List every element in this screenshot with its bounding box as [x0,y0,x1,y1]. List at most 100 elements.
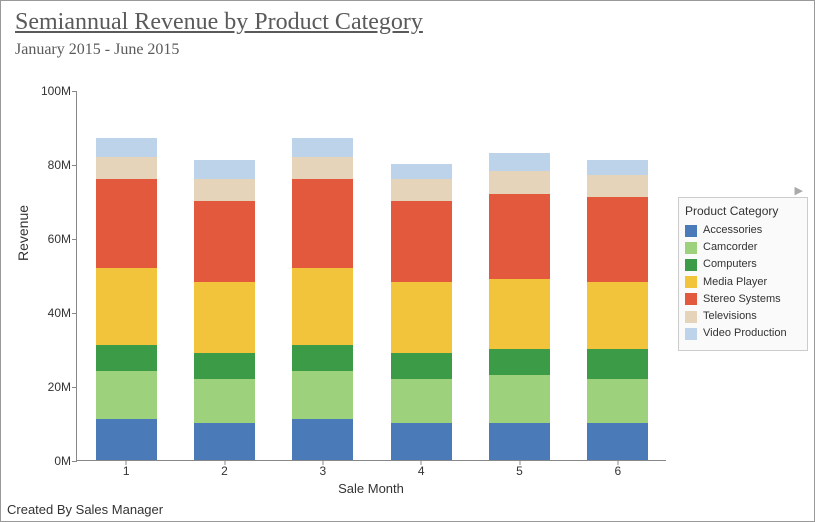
legend-label: Accessories [703,224,762,237]
bar-segment [489,349,550,375]
legend-label: Camcorder [703,241,757,254]
bar-segment [489,375,550,423]
bars-container [77,91,666,460]
y-tick-mark [72,313,77,314]
legend-item[interactable]: Accessories [685,222,801,239]
bar-segment [194,379,255,423]
chart-footer: Created By Sales Manager [7,502,163,517]
bar-segment [194,353,255,379]
bar-segment [587,423,648,460]
bar-segment [391,353,452,379]
bar-segment [587,379,648,423]
legend-swatch [685,293,697,305]
bar-group [489,153,550,460]
x-tick-mark [126,460,127,465]
legend: ▶ Product Category AccessoriesCamcorderC… [678,197,808,351]
plot-area: 0M20M40M60M80M100M123456 [76,91,666,461]
legend-swatch [685,259,697,271]
chart-frame: Semiannual Revenue by Product Category J… [0,0,815,522]
bar-segment [292,371,353,419]
bar-segment [194,201,255,282]
legend-items: Accessories Camcorder Computers Media Playe… [685,222,801,342]
bar-segment [587,160,648,175]
y-tick-label: 60M [48,232,71,246]
x-tick-label: 5 [516,464,523,478]
y-tick-label: 40M [48,306,71,320]
legend-swatch [685,242,697,254]
y-tick-mark [72,91,77,92]
y-tick-label: 100M [41,84,71,98]
y-axis-label: Revenue [15,205,31,261]
legend-item[interactable]: Camcorder [685,239,801,256]
legend-swatch [685,328,697,340]
x-tick-label: 6 [614,464,621,478]
bar-segment [96,157,157,179]
legend-label: Stereo Systems [703,293,781,306]
bar-group [587,160,648,460]
bar-group [391,164,452,460]
bar-segment [96,138,157,157]
bar-segment [292,179,353,268]
bar-segment [96,419,157,460]
y-tick-mark [72,387,77,388]
bar-segment [489,194,550,279]
y-tick-label: 20M [48,380,71,394]
bar-segment [292,268,353,346]
bar-segment [489,423,550,460]
x-tick-label: 2 [221,464,228,478]
legend-item[interactable]: Stereo Systems [685,291,801,308]
bar-segment [194,179,255,201]
y-tick-mark [72,239,77,240]
y-tick-label: 80M [48,158,71,172]
bar-segment [292,157,353,179]
legend-swatch [685,311,697,323]
legend-item[interactable]: Video Production [685,325,801,342]
bar-segment [391,379,452,423]
bar-segment [489,153,550,172]
chart-subtitle: January 2015 - June 2015 [15,41,179,59]
bar-segment [194,423,255,460]
x-tick-label: 3 [319,464,326,478]
bar-segment [96,371,157,419]
legend-label: Media Player [703,276,767,289]
bar-segment [391,423,452,460]
bar-segment [96,179,157,268]
bar-segment [194,160,255,179]
bar-segment [391,164,452,179]
bar-segment [292,419,353,460]
legend-swatch [685,276,697,288]
x-tick-mark [224,460,225,465]
x-tick-label: 4 [418,464,425,478]
legend-scroll-icon: ▶ [795,184,803,197]
x-tick-mark [322,460,323,465]
legend-label: Televisions [703,310,757,323]
bar-segment [292,138,353,157]
bar-segment [292,345,353,371]
y-tick-mark [72,461,77,462]
x-tick-mark [617,460,618,465]
legend-label: Computers [703,258,757,271]
bar-segment [391,282,452,352]
y-tick-mark [72,165,77,166]
bar-group [194,160,255,460]
legend-item[interactable]: Televisions [685,308,801,325]
x-tick-label: 1 [123,464,130,478]
legend-item[interactable]: Computers [685,256,801,273]
bar-segment [96,345,157,371]
bar-segment [96,268,157,346]
y-tick-label: 0M [54,454,71,468]
legend-title: Product Category [685,204,801,218]
bar-segment [489,279,550,349]
bar-segment [587,197,648,282]
bar-segment [391,201,452,282]
legend-item[interactable]: Media Player [685,274,801,291]
bar-segment [587,175,648,197]
legend-label: Video Production [703,327,787,340]
bar-segment [391,179,452,201]
bar-segment [489,171,550,193]
bar-group [292,138,353,460]
x-tick-mark [519,460,520,465]
bar-group [96,138,157,460]
bar-segment [587,349,648,379]
bar-segment [587,282,648,349]
